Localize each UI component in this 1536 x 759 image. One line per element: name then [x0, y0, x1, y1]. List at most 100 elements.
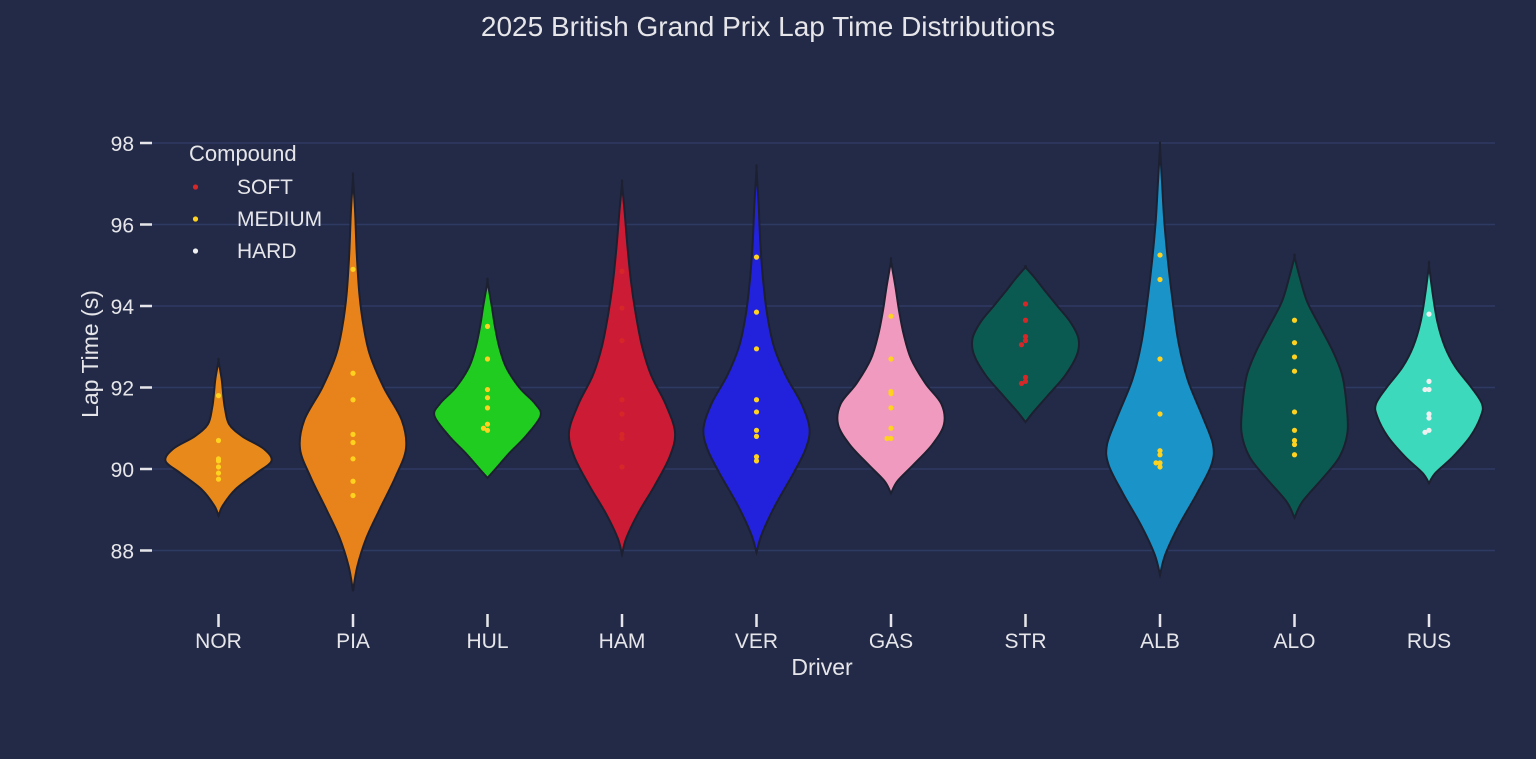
lap-point — [1022, 378, 1029, 384]
legend: Compound SOFT MEDIUM HARD — [189, 141, 322, 263]
lap-point — [484, 356, 491, 362]
lap-point — [1291, 340, 1298, 346]
lap-point — [215, 393, 222, 399]
lap-point — [1157, 460, 1163, 466]
lap-point — [619, 411, 625, 417]
y-tick-label: 98 — [111, 133, 134, 156]
lap-point — [1022, 338, 1029, 344]
lap-point — [1422, 386, 1428, 393]
lap-point — [1426, 378, 1432, 384]
legend-label: SOFT — [237, 176, 293, 199]
lap-point — [619, 305, 625, 311]
lap-point — [350, 439, 356, 446]
violin-alo — [1240, 253, 1349, 521]
lap-point — [484, 427, 491, 433]
lap-point — [619, 435, 625, 442]
lap-point — [484, 386, 491, 393]
lap-point — [1157, 452, 1163, 458]
lap-point — [1157, 448, 1163, 454]
lap-point — [1291, 441, 1298, 448]
y-tick-label: 94 — [111, 296, 135, 319]
lap-point — [888, 313, 894, 319]
lap-point — [1022, 301, 1029, 307]
lap-point — [215, 476, 222, 482]
lap-point — [1157, 276, 1163, 283]
lap-point — [484, 323, 491, 329]
lap-point — [753, 433, 760, 439]
lap-points — [215, 252, 1432, 499]
lap-point — [888, 391, 894, 397]
lap-point — [1157, 411, 1163, 417]
lap-point — [1291, 427, 1298, 433]
lap-point — [350, 266, 356, 272]
lap-point — [1426, 311, 1432, 317]
lap-point — [753, 346, 760, 352]
lap-point — [215, 458, 222, 464]
lap-point — [1018, 380, 1025, 387]
violin-pia — [298, 172, 408, 592]
x-axis-label: Driver — [791, 654, 853, 680]
lap-point — [753, 458, 760, 464]
x-tick-label: NOR — [195, 630, 242, 653]
lap-point — [753, 397, 760, 403]
lap-point — [888, 405, 894, 411]
lap-point — [1018, 342, 1025, 348]
violin-ham — [567, 179, 677, 559]
lap-point — [1153, 460, 1159, 466]
lap-point — [215, 464, 222, 470]
lap-point — [753, 454, 760, 460]
lap-point — [753, 409, 760, 415]
lap-point — [619, 268, 625, 274]
lap-point — [884, 435, 890, 442]
lap-point — [1291, 452, 1298, 458]
lap-point — [350, 370, 356, 376]
y-tick-label: 88 — [111, 541, 134, 564]
legend-marker — [192, 216, 199, 222]
x-tick-label: HUL — [466, 630, 508, 653]
y-axis: 88 90 92 94 96 98 — [111, 133, 152, 564]
x-tick-label: VER — [735, 630, 778, 653]
violin-str — [970, 265, 1081, 424]
lap-point — [619, 397, 625, 403]
violin-gas — [836, 257, 946, 496]
lap-point — [484, 395, 491, 401]
lap-point — [619, 464, 625, 470]
lap-point — [1426, 427, 1432, 433]
lap-point — [480, 425, 487, 431]
lap-point — [753, 427, 760, 433]
lap-point — [350, 431, 356, 437]
y-tick-label: 92 — [111, 378, 134, 401]
y-tick-label: 96 — [111, 215, 134, 238]
lap-point — [484, 405, 491, 411]
lap-point — [1422, 429, 1428, 435]
lap-point — [753, 254, 760, 260]
lap-point — [888, 435, 894, 442]
lap-point — [888, 356, 894, 362]
legend-label: HARD — [237, 240, 297, 263]
x-tick-label: GAS — [869, 630, 913, 653]
lap-point — [1426, 386, 1432, 393]
lap-point — [1022, 333, 1029, 340]
lap-point — [215, 437, 222, 444]
lap-point — [1157, 356, 1163, 362]
x-tick-label: ALB — [1140, 630, 1180, 653]
lap-point — [1426, 415, 1432, 421]
violin-rus — [1374, 260, 1484, 486]
x-axis: NOR PIA HUL HAM VER GAS STR ALB ALO RUS — [195, 614, 1451, 653]
x-tick-label: PIA — [336, 630, 370, 653]
chart-title: 2025 British Grand Prix Lap Time Distrib… — [481, 11, 1055, 42]
x-tick-label: HAM — [599, 630, 646, 653]
lap-point — [1426, 411, 1432, 417]
lap-point — [350, 397, 356, 403]
x-tick-label: STR — [1005, 630, 1047, 653]
y-axis-label: Lap Time (s) — [77, 290, 103, 418]
x-tick-label: ALO — [1273, 630, 1315, 653]
violins — [164, 141, 1484, 592]
lap-point — [1291, 354, 1298, 360]
lap-point — [350, 492, 356, 499]
lap-point — [619, 431, 625, 437]
violin-ver — [702, 164, 811, 557]
lap-point — [484, 421, 491, 427]
x-tick-label: RUS — [1407, 630, 1451, 653]
